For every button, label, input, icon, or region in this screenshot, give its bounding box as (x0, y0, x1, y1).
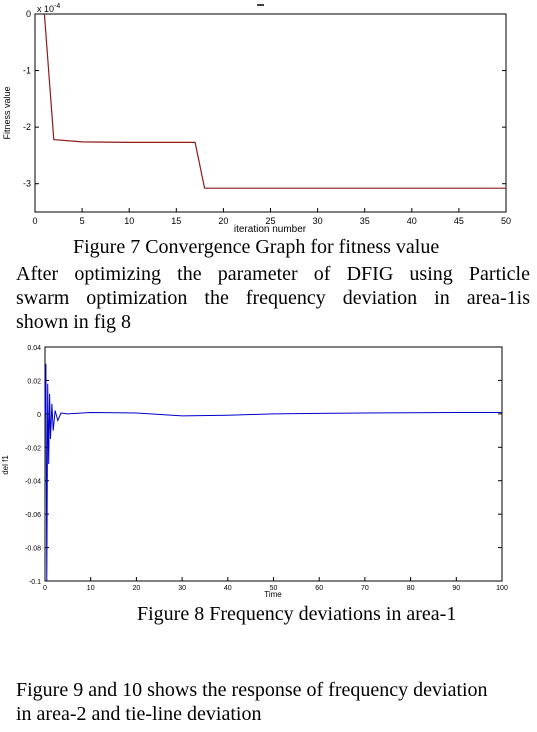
x-tick-label: 5 (80, 216, 85, 226)
paragraph-1-line-1: After optimizing the parameter of DFIG u… (16, 263, 530, 285)
x-tick-label: 90 (452, 585, 460, 592)
x-tick-label: 80 (407, 585, 415, 592)
x-tick-label: 70 (361, 585, 369, 592)
paragraph-1-line-3: shown in fig 8 (16, 311, 131, 333)
paragraph-2-line-1: Figure 9 and 10 shows the response of fr… (16, 679, 488, 701)
figure8-chart: del f1 Time 0 10 20 30 40 50 60 70 80 90 100 0.04 0.… (1, 345, 508, 599)
figure8-axes-box (44, 346, 503, 582)
x-tick-label: 15 (171, 216, 181, 226)
paragraph-2: Figure 9 and 10 shows the response of fr… (16, 678, 536, 726)
figure7-ylabel: Fitness value (2, 86, 12, 139)
paragraph-1-line-2: swarm optimization the frequency deviati… (16, 287, 530, 309)
y-tick-label: 0.02 (27, 378, 41, 385)
x-tick-label: 100 (496, 585, 508, 592)
x-tick-label: 20 (133, 585, 141, 592)
x-tick-label: 60 (315, 585, 323, 592)
paragraph-2-line-2: in area-2 and tie-line deviation (16, 703, 262, 725)
x-tick-label: 30 (178, 585, 186, 592)
x-tick-label: 45 (454, 216, 464, 226)
figure8-caption: Figure 8 Frequency deviations in area-1 (137, 603, 457, 625)
x-tick-label: 0 (32, 216, 37, 226)
y-tick-label: 0 (37, 412, 41, 419)
y-tick-label: -1 (23, 66, 31, 76)
x-tick-label: 25 (265, 216, 275, 226)
x-tick-label: 30 (313, 216, 323, 226)
paragraph-1: After optimizing the parameter of DFIG u… (16, 262, 530, 334)
x-tick-label: 50 (270, 585, 278, 592)
figure7-series-line (43, 13, 506, 189)
x-tick-label: 50 (501, 216, 511, 226)
figure8-ylabel: del f1 (1, 455, 10, 475)
x-tick-label: 10 (87, 585, 95, 592)
y-tick-label: -2 (23, 122, 31, 132)
figure8-xlabel: Time (264, 590, 282, 599)
figure8-series-line (44, 363, 502, 582)
figure7-xlabel: iteration number (234, 224, 307, 235)
y-tick-label: -0.08 (25, 546, 41, 553)
y-tick-label: 0 (26, 9, 31, 19)
y-tick-label: -3 (23, 179, 31, 189)
y-tick-label: -0.06 (25, 512, 41, 519)
y-tick-label: -0.02 (25, 445, 41, 452)
x-tick-label: 10 (124, 216, 134, 226)
figure7-caption: Figure 7 Convergence Graph for fitness v… (73, 236, 440, 258)
x-tick-label: 20 (218, 216, 228, 226)
x-tick-label: 0 (43, 585, 47, 592)
figure7-axes-box (34, 13, 507, 213)
y-tick-label: -0.1 (29, 579, 41, 586)
y-tick-label: -0.04 (25, 479, 41, 486)
x-tick-label: 40 (224, 585, 232, 592)
y-tick-label: 0.04 (27, 345, 41, 352)
figure7-chart: x 10-4 Fitness value iteration number 0 5… (2, 3, 511, 235)
figure7-exponent-label: x 10-4 (37, 3, 60, 14)
x-tick-label: 40 (407, 216, 417, 226)
x-tick-label: 35 (360, 216, 370, 226)
